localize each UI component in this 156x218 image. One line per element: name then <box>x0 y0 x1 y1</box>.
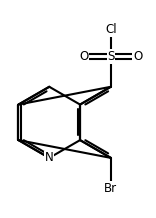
Text: N: N <box>45 151 54 164</box>
Text: O: O <box>133 50 142 63</box>
Text: Br: Br <box>104 182 117 195</box>
Text: Cl: Cl <box>105 23 117 36</box>
Text: O: O <box>80 50 89 63</box>
Text: S: S <box>107 50 115 63</box>
